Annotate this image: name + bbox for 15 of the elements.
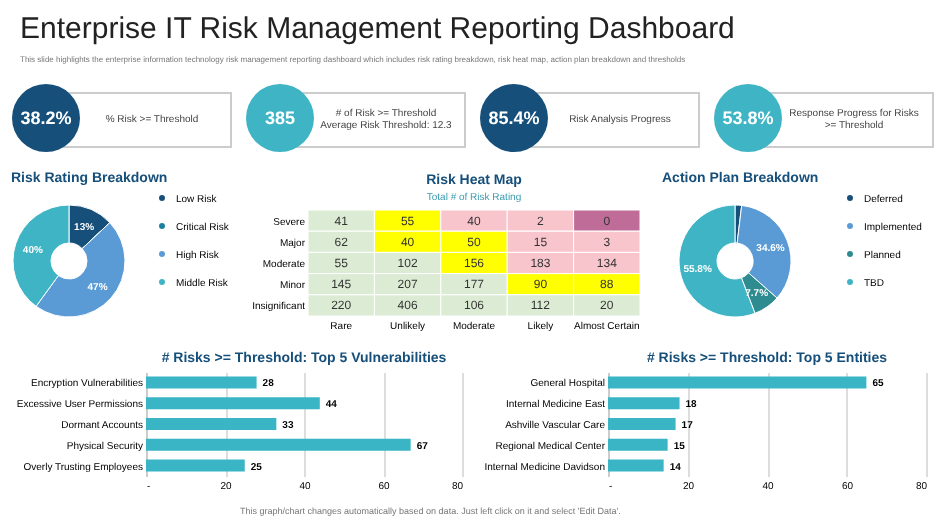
text: 385 — [246, 84, 314, 152]
bar — [146, 397, 320, 410]
bar — [146, 459, 245, 472]
bar — [608, 438, 668, 451]
bar — [608, 376, 867, 389]
text: 85.4% — [480, 84, 548, 152]
bar — [608, 397, 680, 410]
bar — [146, 376, 257, 389]
bar — [608, 459, 664, 472]
text: 38.2% — [12, 84, 80, 152]
bar — [146, 418, 277, 430]
text: 53.8% — [714, 84, 782, 152]
bar — [146, 438, 411, 451]
text: Enterprise IT Risk Management Reporting Dashboard — [20, 12, 735, 46]
bar — [608, 418, 676, 430]
